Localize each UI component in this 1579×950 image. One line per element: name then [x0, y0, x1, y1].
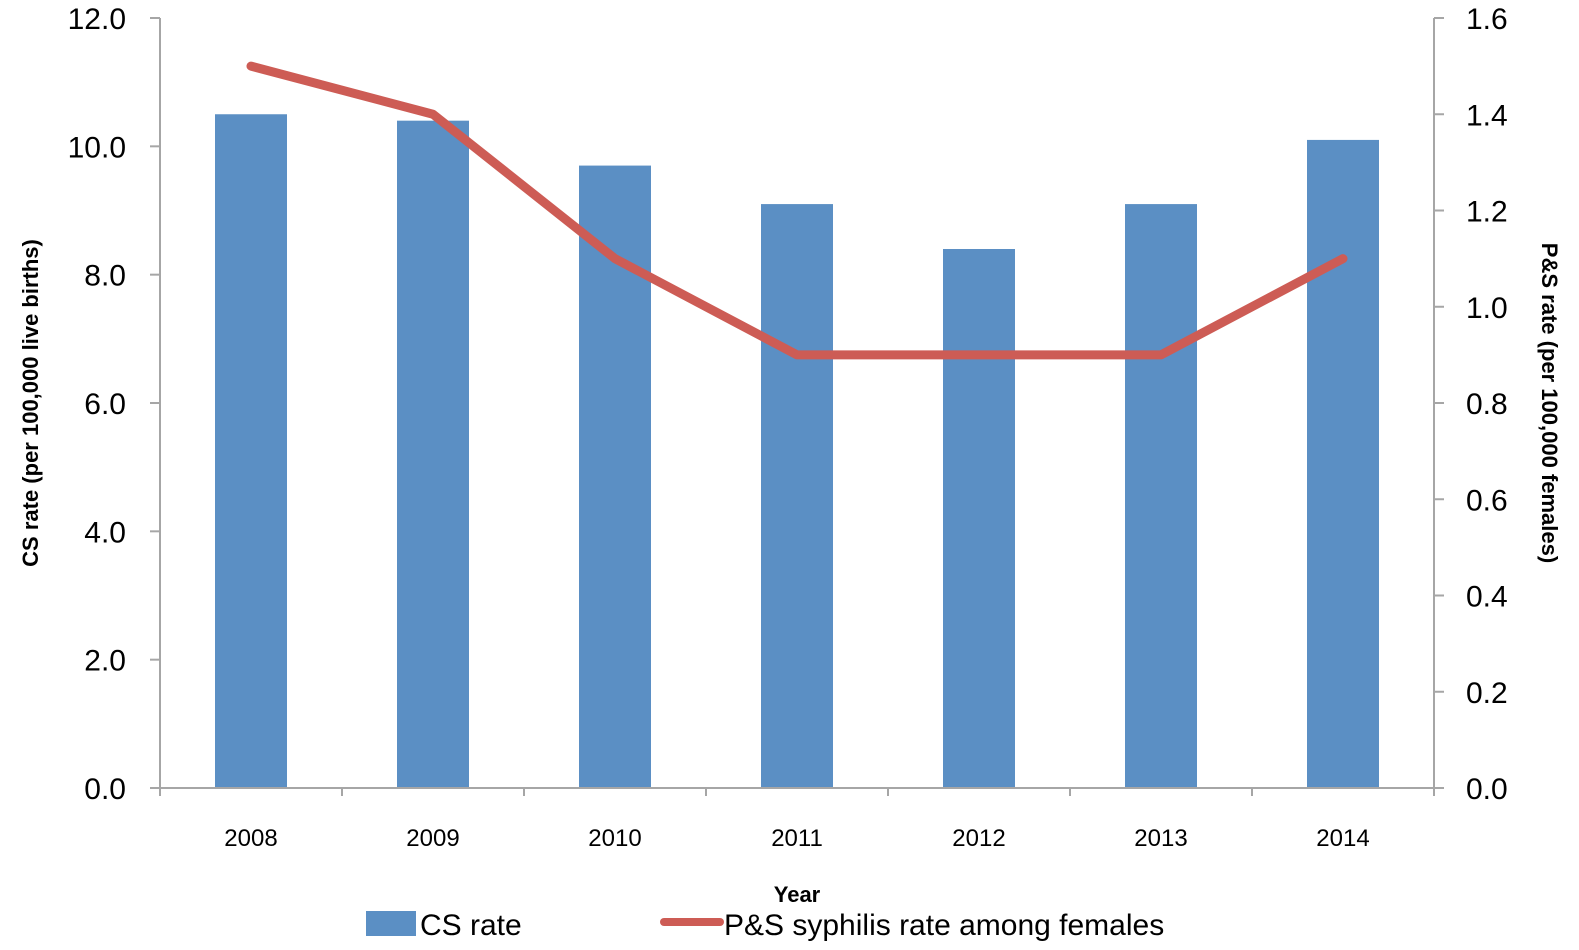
y-axis-title: CS rate (per 100,000 live births) — [18, 239, 43, 567]
right-tick-label: 0.4 — [1466, 581, 1508, 614]
bar-series — [215, 114, 1379, 789]
line-ps-rate — [246, 61, 1348, 360]
x-tick-label-2012: 2012 — [952, 825, 1005, 852]
x-tick-label-2011: 2011 — [771, 825, 823, 852]
bar-2009 — [397, 120, 469, 788]
bar-2012 — [943, 249, 1015, 788]
x-axis-ticks: 2008 2009 2010 2011 2012 2013 2014 — [224, 825, 1369, 852]
left-tick-label: 2.0 — [84, 645, 126, 678]
x-tick-label-2008: 2008 — [224, 825, 277, 852]
right-tick-label: 1.0 — [1466, 292, 1508, 325]
right-tick-label: 1.4 — [1466, 99, 1508, 132]
x-tick-label-2009: 2009 — [406, 825, 459, 852]
legend: CS rate P&S syphilis rate among females — [366, 909, 1164, 942]
left-tick-label: 12.0 — [68, 3, 126, 36]
right-tick-label: 0.6 — [1466, 484, 1508, 517]
bar-2014 — [1307, 139, 1379, 788]
x-tick-label-2013: 2013 — [1134, 825, 1187, 852]
right-tick-label: 1.2 — [1466, 196, 1508, 229]
line-series — [246, 61, 1348, 360]
legend-label-cs-rate: CS rate — [420, 909, 522, 942]
x-tick-label-2014: 2014 — [1316, 825, 1369, 852]
right-tick-label: 0.0 — [1466, 773, 1508, 806]
legend-swatch-cs-rate — [366, 911, 416, 936]
right-tick-label: 1.6 — [1466, 3, 1508, 36]
x-axis-title: Year — [774, 882, 821, 907]
right-axis-ticks: 0.0 0.2 0.4 0.6 0.8 1.0 1.2 1.4 1.6 — [1434, 3, 1508, 806]
right-tick-label: 0.2 — [1466, 677, 1508, 710]
left-tick-label: 10.0 — [68, 131, 126, 164]
left-axis-ticks: 0.0 2.0 4.0 6.0 8.0 10.0 12.0 — [68, 3, 160, 806]
y2-axis-title: P&S rate (per 100,000 females) — [1537, 243, 1562, 563]
left-tick-label: 4.0 — [84, 516, 126, 549]
bar-2008 — [215, 114, 287, 788]
right-tick-label: 0.8 — [1466, 388, 1508, 421]
left-tick-label: 6.0 — [84, 388, 126, 421]
bar-2011 — [761, 204, 833, 789]
left-tick-label: 8.0 — [84, 260, 126, 293]
legend-label-ps-rate: P&S syphilis rate among females — [724, 909, 1164, 942]
x-tick-label-2010: 2010 — [588, 825, 641, 852]
bar-2013 — [1125, 204, 1197, 789]
left-tick-label: 0.0 — [84, 773, 126, 806]
